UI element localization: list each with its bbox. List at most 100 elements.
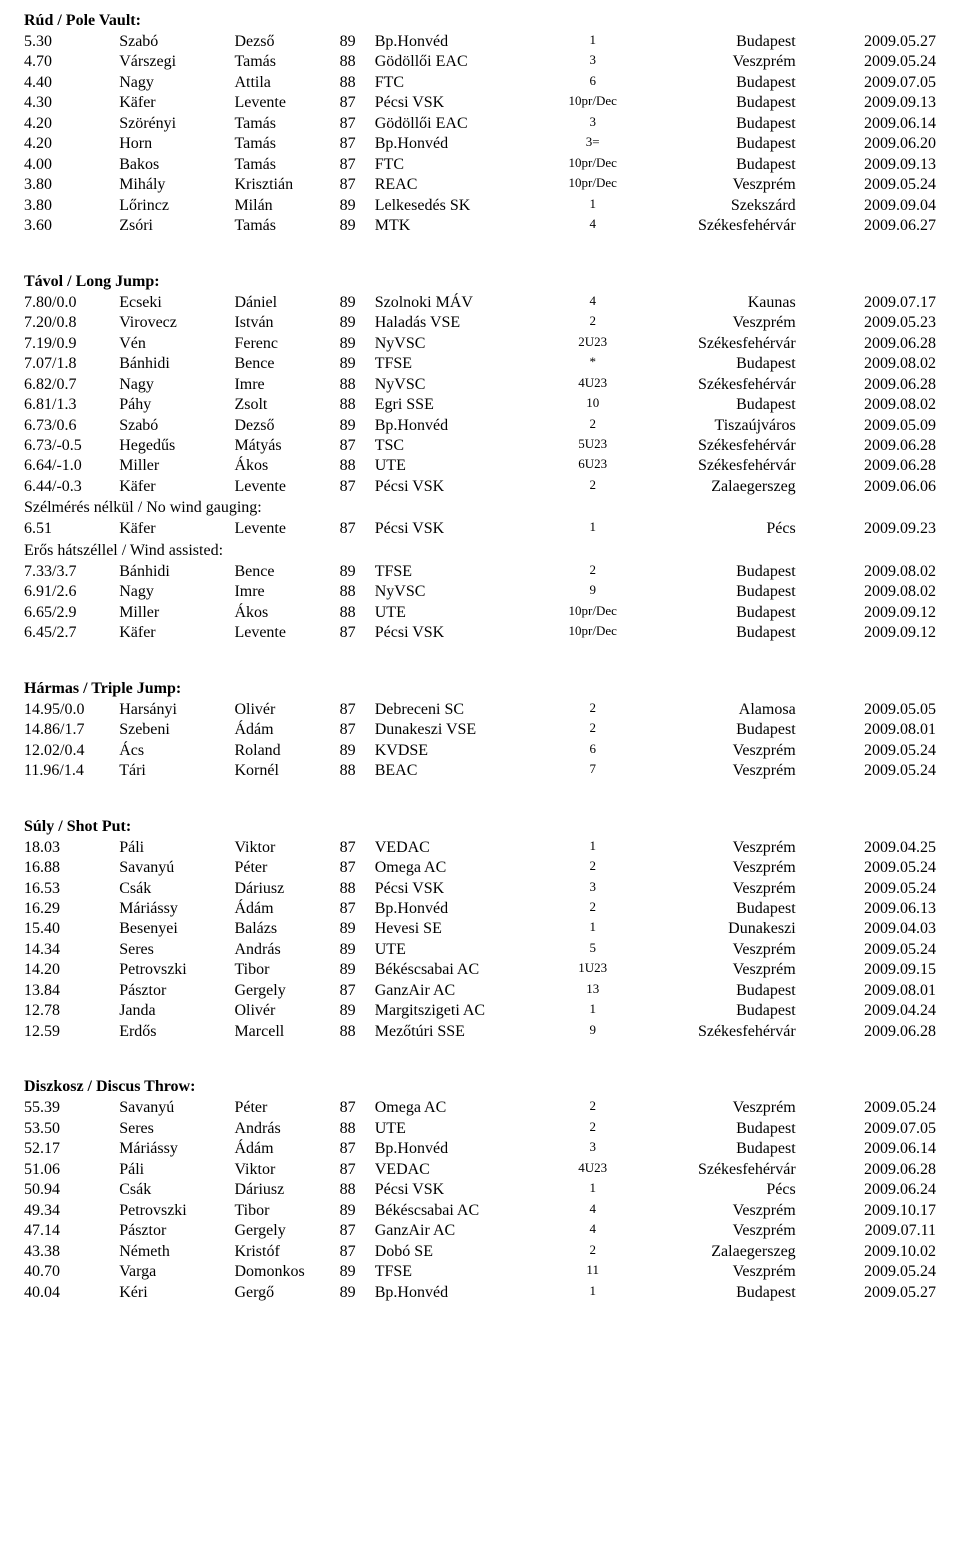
cell-yr: 87 xyxy=(340,1242,375,1262)
table-row: 49.34PetrovszkiTibor89Békéscsabai AC4Ves… xyxy=(24,1201,936,1221)
cell-city: Zalaegerszeg xyxy=(640,1242,815,1262)
results-document: Rúd / Pole Vault:5.30SzabóDezső89Bp.Honv… xyxy=(24,12,936,1303)
cell-date: 2009.07.05 xyxy=(816,1119,936,1139)
cell-city: Veszprém xyxy=(640,1262,815,1282)
cell-yr: 89 xyxy=(340,293,375,313)
cell-city: Veszprém xyxy=(640,313,815,333)
table-row: 14.86/1.7SzebeniÁdám87Dunakeszi VSE2Buda… xyxy=(24,720,936,740)
cell-city: Budapest xyxy=(640,562,815,582)
cell-yr: 87 xyxy=(340,1160,375,1180)
table-row: 50.94CsákDáriusz88Pécsi VSK1Pécs2009.06.… xyxy=(24,1180,936,1200)
cell-rk: 1 xyxy=(545,32,640,52)
cell-mark: 6.44/-0.3 xyxy=(24,477,119,497)
cell-yr: 89 xyxy=(340,354,375,374)
cell-mark: 6.51 xyxy=(24,519,119,539)
table-row: 7.20/0.8ViroveczIstván89Haladás VSE2Vesz… xyxy=(24,313,936,333)
table-row: 4.20HornTamás87Bp.Honvéd3=Budapest2009.0… xyxy=(24,134,936,154)
cell-yr: 88 xyxy=(340,456,375,476)
cell-yr: 89 xyxy=(340,334,375,354)
cell-club: Margitszigeti AC xyxy=(375,1001,545,1021)
section: Diszkosz / Discus Throw:55.39SavanyúPéte… xyxy=(24,1078,936,1303)
cell-rk: 6 xyxy=(545,73,640,93)
cell-city: Budapest xyxy=(640,395,815,415)
cell-yr: 89 xyxy=(340,216,375,236)
cell-date: 2009.08.02 xyxy=(816,562,936,582)
cell-city: Veszprém xyxy=(640,761,815,781)
cell-rk: 2 xyxy=(545,1242,640,1262)
cell-date: 2009.08.02 xyxy=(816,582,936,602)
cell-yr: 87 xyxy=(340,1139,375,1159)
cell-rk: 9 xyxy=(545,1022,640,1042)
cell-club: TSC xyxy=(375,436,545,456)
cell-mark: 3.80 xyxy=(24,196,119,216)
cell-mark: 4.00 xyxy=(24,155,119,175)
cell-date: 2009.07.17 xyxy=(816,293,936,313)
cell-rk: 1 xyxy=(545,196,640,216)
cell-city: Budapest xyxy=(640,73,815,93)
cell-club: Hevesi SE xyxy=(375,919,545,939)
cell-first: Balázs xyxy=(234,919,339,939)
table-row: 14.95/0.0HarsányiOlivér87Debreceni SC2Al… xyxy=(24,700,936,720)
table-row: 53.50SeresAndrás88UTE2Budapest2009.07.05 xyxy=(24,1119,936,1139)
cell-last: Szebeni xyxy=(119,720,234,740)
cell-mark: 40.70 xyxy=(24,1262,119,1282)
cell-first: Tibor xyxy=(234,960,339,980)
cell-rk: 2 xyxy=(545,477,640,497)
cell-club: UTE xyxy=(375,1119,545,1139)
cell-club: UTE xyxy=(375,940,545,960)
cell-rk: 6U23 xyxy=(545,456,640,476)
cell-rk: 3 xyxy=(545,52,640,72)
cell-yr: 88 xyxy=(340,1022,375,1042)
cell-club: Debreceni SC xyxy=(375,700,545,720)
cell-yr: 87 xyxy=(340,623,375,643)
cell-city: Veszprém xyxy=(640,858,815,878)
table-row: 7.80/0.0EcsekiDániel89Szolnoki MÁV4Kauna… xyxy=(24,293,936,313)
cell-city: Budapest xyxy=(640,603,815,623)
table-row: 16.88SavanyúPéter87Omega AC2Veszprém2009… xyxy=(24,858,936,878)
cell-city: Budapest xyxy=(640,1139,815,1159)
cell-city: Veszprém xyxy=(640,175,815,195)
cell-first: Gergely xyxy=(234,1221,339,1241)
cell-date: 2009.08.02 xyxy=(816,395,936,415)
cell-city: Veszprém xyxy=(640,879,815,899)
cell-first: Péter xyxy=(234,1098,339,1118)
cell-date: 2009.04.25 xyxy=(816,838,936,858)
cell-date: 2009.04.03 xyxy=(816,919,936,939)
cell-city: Veszprém xyxy=(640,741,815,761)
cell-yr: 87 xyxy=(340,114,375,134)
cell-first: Levente xyxy=(234,519,339,539)
table-row: 11.96/1.4TáriKornél88BEAC7Veszprém2009.0… xyxy=(24,761,936,781)
cell-rk: 9 xyxy=(545,582,640,602)
cell-last: Käfer xyxy=(119,623,234,643)
cell-yr: 89 xyxy=(340,960,375,980)
cell-city: Budapest xyxy=(640,134,815,154)
cell-date: 2009.10.17 xyxy=(816,1201,936,1221)
cell-mark: 16.88 xyxy=(24,858,119,878)
table-row: 55.39SavanyúPéter87Omega AC2Veszprém2009… xyxy=(24,1098,936,1118)
cell-mark: 6.81/1.3 xyxy=(24,395,119,415)
cell-rk: 10pr/Dec xyxy=(545,175,640,195)
cell-date: 2009.06.27 xyxy=(816,216,936,236)
cell-date: 2009.08.01 xyxy=(816,981,936,1001)
cell-last: Petrovszki xyxy=(119,1201,234,1221)
cell-city: Budapest xyxy=(640,899,815,919)
cell-last: Szörényi xyxy=(119,114,234,134)
cell-last: Tári xyxy=(119,761,234,781)
cell-first: Péter xyxy=(234,858,339,878)
cell-mark: 12.02/0.4 xyxy=(24,741,119,761)
cell-rk: 1 xyxy=(545,1180,640,1200)
cell-rk: 2 xyxy=(545,858,640,878)
cell-mark: 7.20/0.8 xyxy=(24,313,119,333)
cell-rk: 7 xyxy=(545,761,640,781)
cell-mark: 6.73/-0.5 xyxy=(24,436,119,456)
cell-rk: 4 xyxy=(545,1221,640,1241)
cell-mark: 43.38 xyxy=(24,1242,119,1262)
cell-mark: 3.60 xyxy=(24,216,119,236)
cell-first: Dezső xyxy=(234,32,339,52)
cell-last: Janda xyxy=(119,1001,234,1021)
cell-rk: 4 xyxy=(545,1201,640,1221)
cell-city: Budapest xyxy=(640,1283,815,1303)
cell-city: Budapest xyxy=(640,114,815,134)
cell-last: Harsányi xyxy=(119,700,234,720)
section-title: Hármas / Triple Jump: xyxy=(24,680,936,698)
